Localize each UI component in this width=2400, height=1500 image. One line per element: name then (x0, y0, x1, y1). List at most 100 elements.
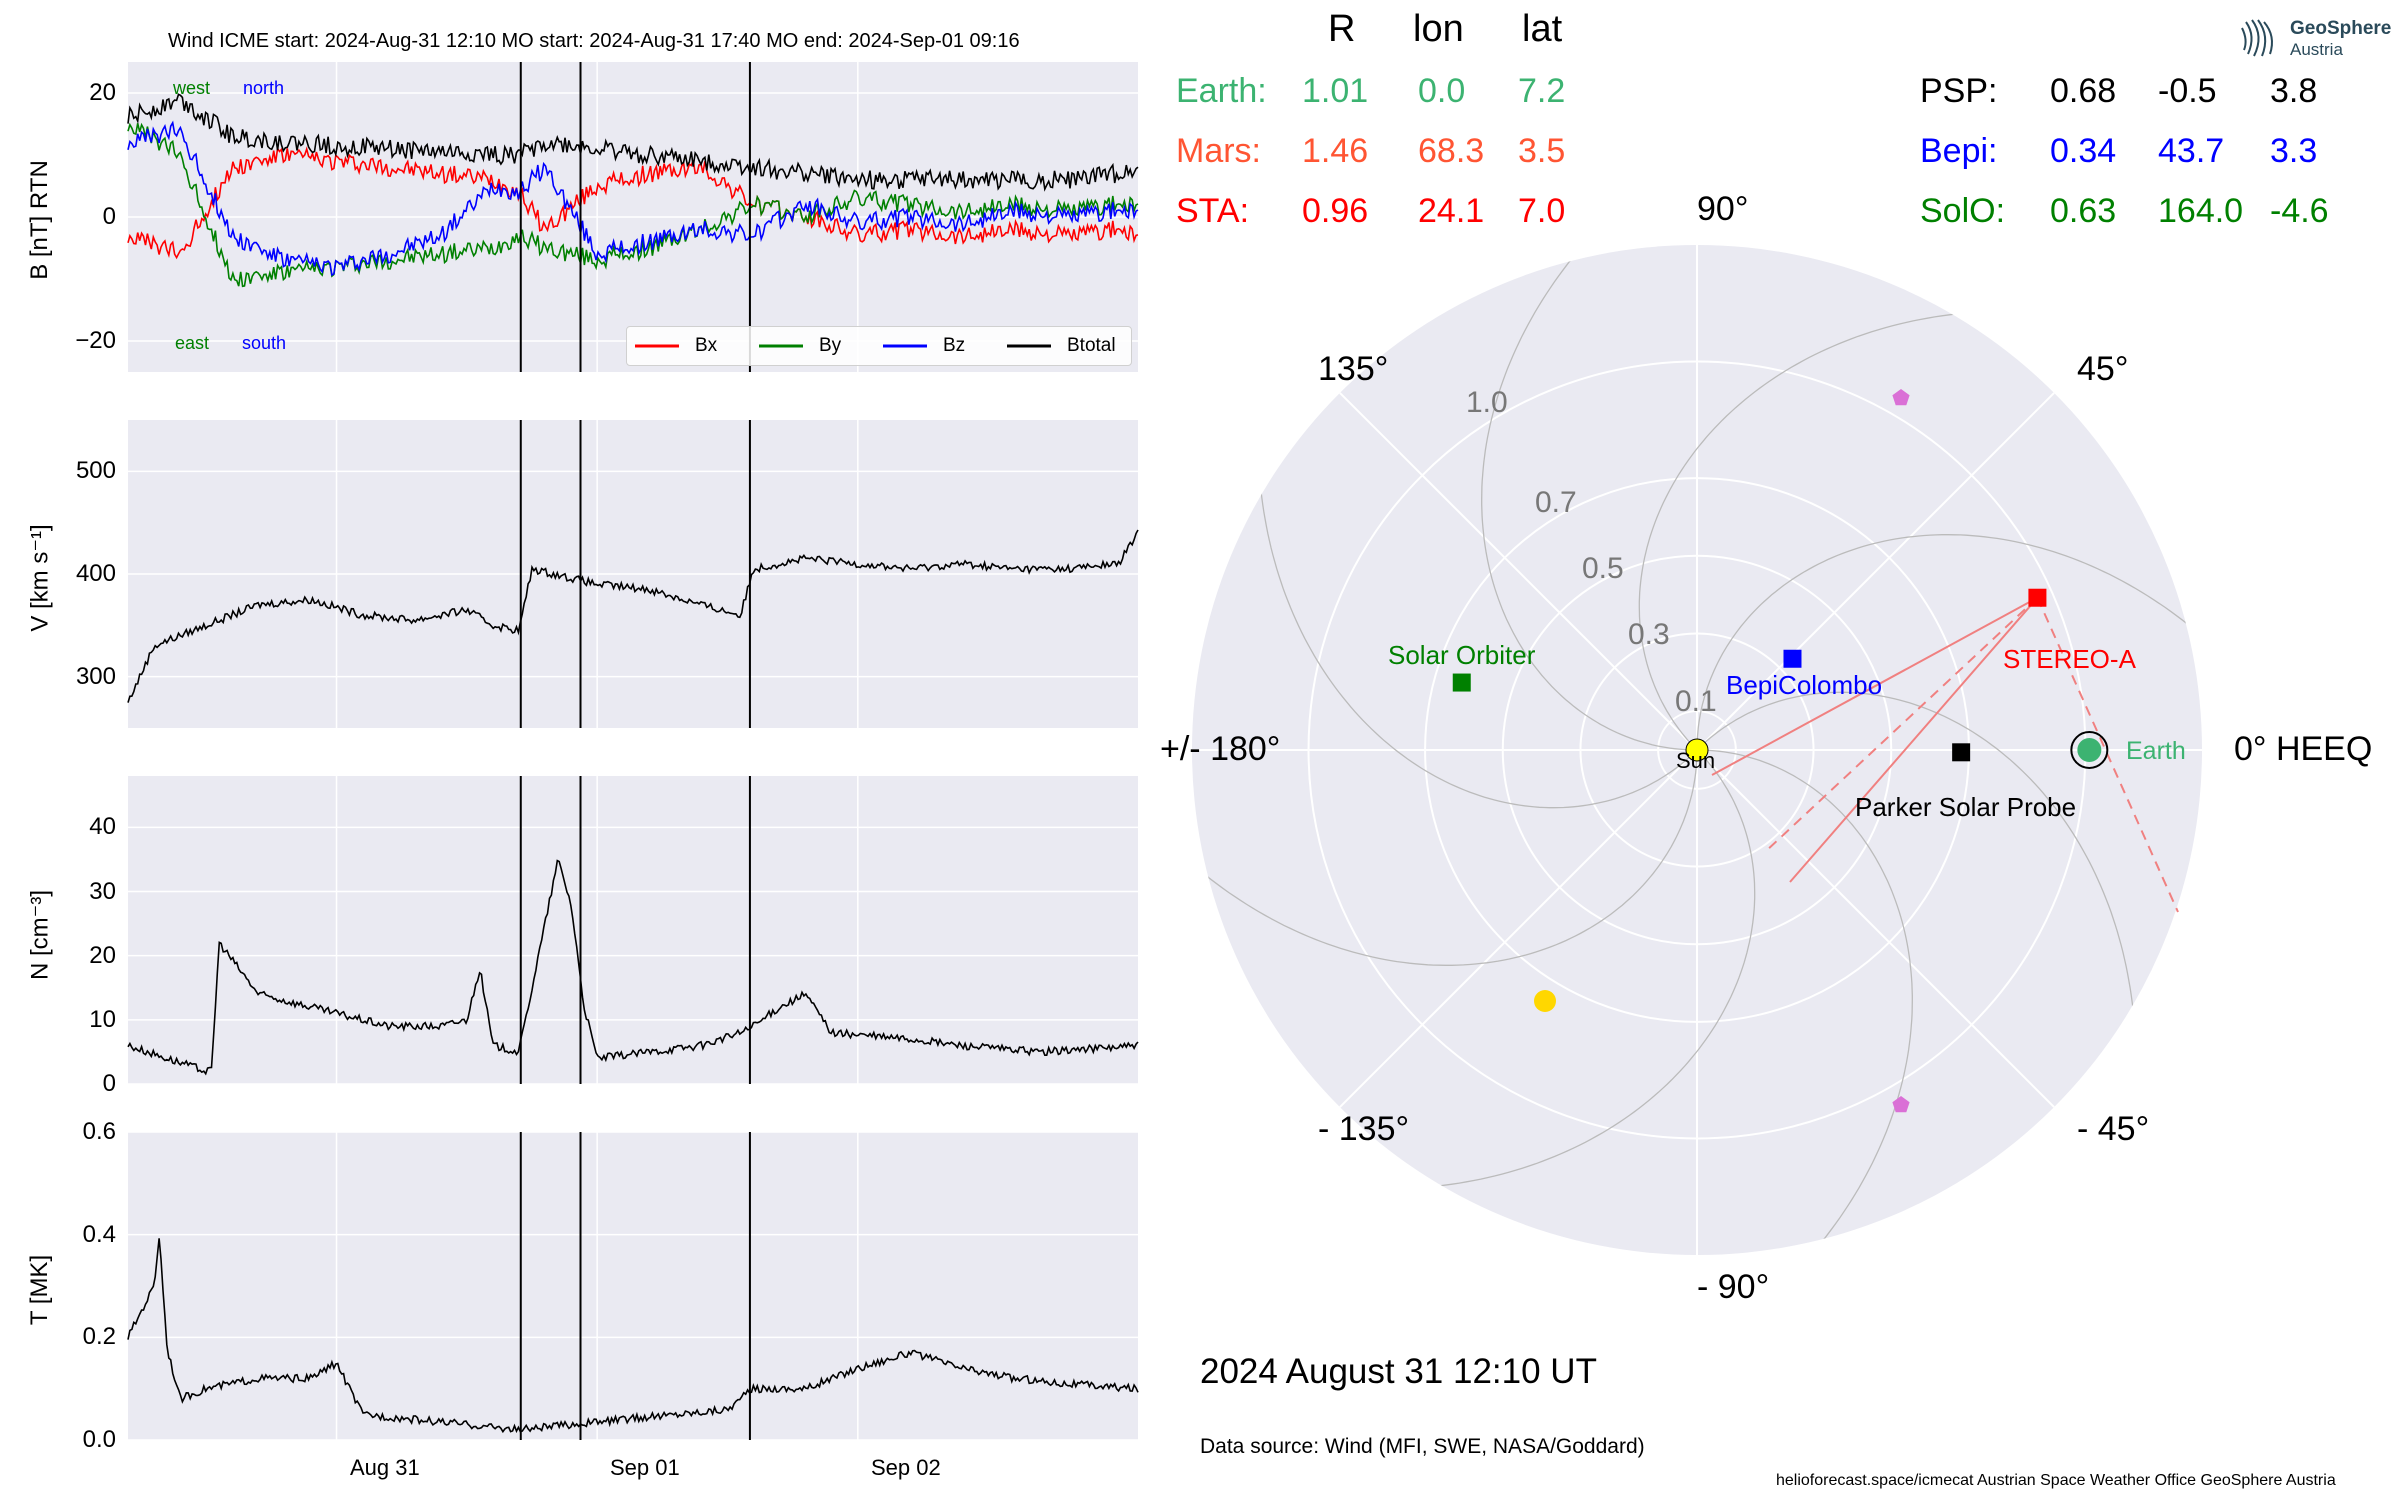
series-line-bz (127, 120, 1139, 277)
y-tick-label: 0.0 (82, 1426, 116, 1453)
panel-background (128, 1132, 1138, 1440)
table-header-r: R (1328, 8, 1356, 50)
table-cell-name: Earth: (1176, 72, 1267, 110)
table-cell-lat: -4.6 (2270, 192, 2329, 230)
x-tick-sep02: Sep 02 (871, 1455, 941, 1480)
series-line-t (127, 1238, 1139, 1434)
timeseries-panels (127, 62, 1139, 1441)
parker-spiral-line (1696, 691, 2137, 1072)
series-line-v (127, 529, 1139, 703)
credit-line: helioforecast.space/icmecat Austrian Spa… (1776, 1472, 2336, 1489)
table-cell-lat: 7.2 (1518, 72, 1566, 110)
label-bepi: BepiColombo (1726, 670, 1883, 700)
spacecraft-marker-stereo-a (2028, 588, 2047, 607)
panel-background (128, 776, 1138, 1084)
b-label-west: west (173, 78, 211, 98)
b-label-east: east (175, 333, 210, 353)
planet-marker-venus (1534, 990, 1556, 1012)
y-tick-label: 400 (75, 560, 116, 587)
v-panel-ylabel: V [km s⁻¹] (26, 524, 54, 632)
label-sun: Sun (1676, 748, 1716, 773)
table-cell-r: 0.63 (2050, 192, 2117, 230)
y-tick-label: 500 (75, 457, 116, 485)
y-tick-label: 0 (102, 1070, 116, 1097)
series-line-by (127, 122, 1139, 288)
polar-spoke (1339, 392, 1698, 751)
polar-label-m90: - 90° (1697, 1268, 1770, 1306)
table-cell-name: STA: (1176, 192, 1250, 230)
table-cell-lon: 0.0 (1418, 72, 1466, 110)
table-cell-r: 0.96 (1302, 192, 1369, 230)
table-cell-lat: 3.5 (1518, 132, 1566, 170)
logo-line1: GeoSphere (2290, 18, 2392, 39)
y-tick-label: 300 (75, 662, 116, 690)
planet-marker-pentagon (1892, 389, 1910, 406)
table-cell-r: 1.01 (1302, 72, 1369, 110)
parker-spiral-line (1375, 749, 1756, 1190)
label-psp: Parker Solar Probe (1855, 792, 2077, 822)
parker-spirals (1192, 245, 2202, 1255)
x-tick-aug31: Aug 31 (350, 1455, 420, 1480)
spacecraft-marker-bepicolombo (1783, 649, 1802, 668)
x-tick-sep01: Sep 01 (610, 1455, 680, 1480)
table-cell-lat: 3.3 (2270, 132, 2318, 170)
polar-spoke (1339, 749, 1698, 1108)
polar-label-m45: - 45° (2077, 1110, 2150, 1148)
table-cell-name: PSP: (1920, 72, 1998, 110)
polar-spoke (1696, 749, 2055, 1108)
label-sta: STEREO-A (2003, 644, 2136, 674)
series-line-btotal (127, 93, 1139, 192)
y-tick-label: 20 (89, 79, 116, 106)
polar-label-90: 90° (1697, 190, 1749, 228)
chart-title: Wind ICME start: 2024-Aug-31 12:10 MO st… (168, 30, 1020, 52)
earth-ring-marker (2070, 731, 2109, 769)
polar-label-0: 0° HEEQ (2234, 730, 2373, 768)
sta-fov-dashed (1764, 596, 2039, 853)
table-cell-name: Bepi: (1920, 132, 1998, 170)
table-cell-lon: 164.0 (2158, 192, 2244, 230)
b-panel-ylabel: B [nT] RTN (26, 160, 53, 280)
spacecraft-marker-solar-orbiter (1452, 673, 1471, 692)
radial-label-0-7: 0.7 (1535, 486, 1577, 519)
sta-fov-line (1711, 596, 2038, 776)
label-earth: Earth (2126, 737, 2186, 765)
table-cell-name: SolO: (1920, 192, 2006, 230)
table-cell-r: 0.68 (2050, 72, 2117, 110)
sta-fov-line (1789, 597, 2039, 883)
y-tick-label: 0.4 (82, 1220, 116, 1248)
table-cell-lat: 7.0 (1518, 192, 1566, 230)
series-line-bx (127, 146, 1139, 260)
polar-label-135: 135° (1318, 350, 1389, 388)
parker-spiral-line (1481, 245, 1698, 751)
geosphere-logo: GeoSphere Austria (2236, 14, 2391, 64)
polar-label-m135: - 135° (1318, 1110, 1410, 1148)
y-tick-label: 40 (89, 813, 116, 841)
table-cell-r: 0.34 (2050, 132, 2117, 170)
table-cell-name: Mars: (1176, 132, 1261, 170)
table-cell-r: 1.46 (1302, 132, 1369, 170)
table-cell-lon: 43.7 (2158, 132, 2225, 170)
b-label-south: south (242, 333, 287, 353)
table-header-lat: lat (1522, 8, 1563, 50)
table-cell-lon: -0.5 (2158, 72, 2217, 110)
logo-mark-icon (2241, 19, 2273, 57)
radial-label-0-3: 0.3 (1628, 618, 1670, 651)
b-label-north: north (243, 78, 285, 98)
parker-spiral-line (1696, 534, 2202, 751)
y-tick-label: −20 (75, 327, 116, 354)
table-cell-lon: 24.1 (1418, 192, 1485, 230)
polar-plot (1192, 245, 2202, 1255)
sun-marker (1685, 738, 1709, 762)
label-solo: Solar Orbiter (1388, 640, 1536, 670)
legend-bz: Bz (943, 335, 966, 356)
planet-marker-pentagon (1892, 1096, 1910, 1113)
data-source: Data source: Wind (MFI, SWE, NASA/Goddar… (1200, 1435, 1645, 1458)
y-tick-label: 30 (89, 877, 116, 905)
radial-label-0-5: 0.5 (1582, 552, 1624, 585)
y-tick-label: 0 (102, 203, 116, 230)
spacecraft-marker-parker-solar-probe (1952, 743, 1971, 762)
y-tick-label: 20 (89, 941, 116, 969)
parker-spiral-line (1638, 310, 2019, 751)
y-tick-label: 10 (89, 1005, 116, 1033)
